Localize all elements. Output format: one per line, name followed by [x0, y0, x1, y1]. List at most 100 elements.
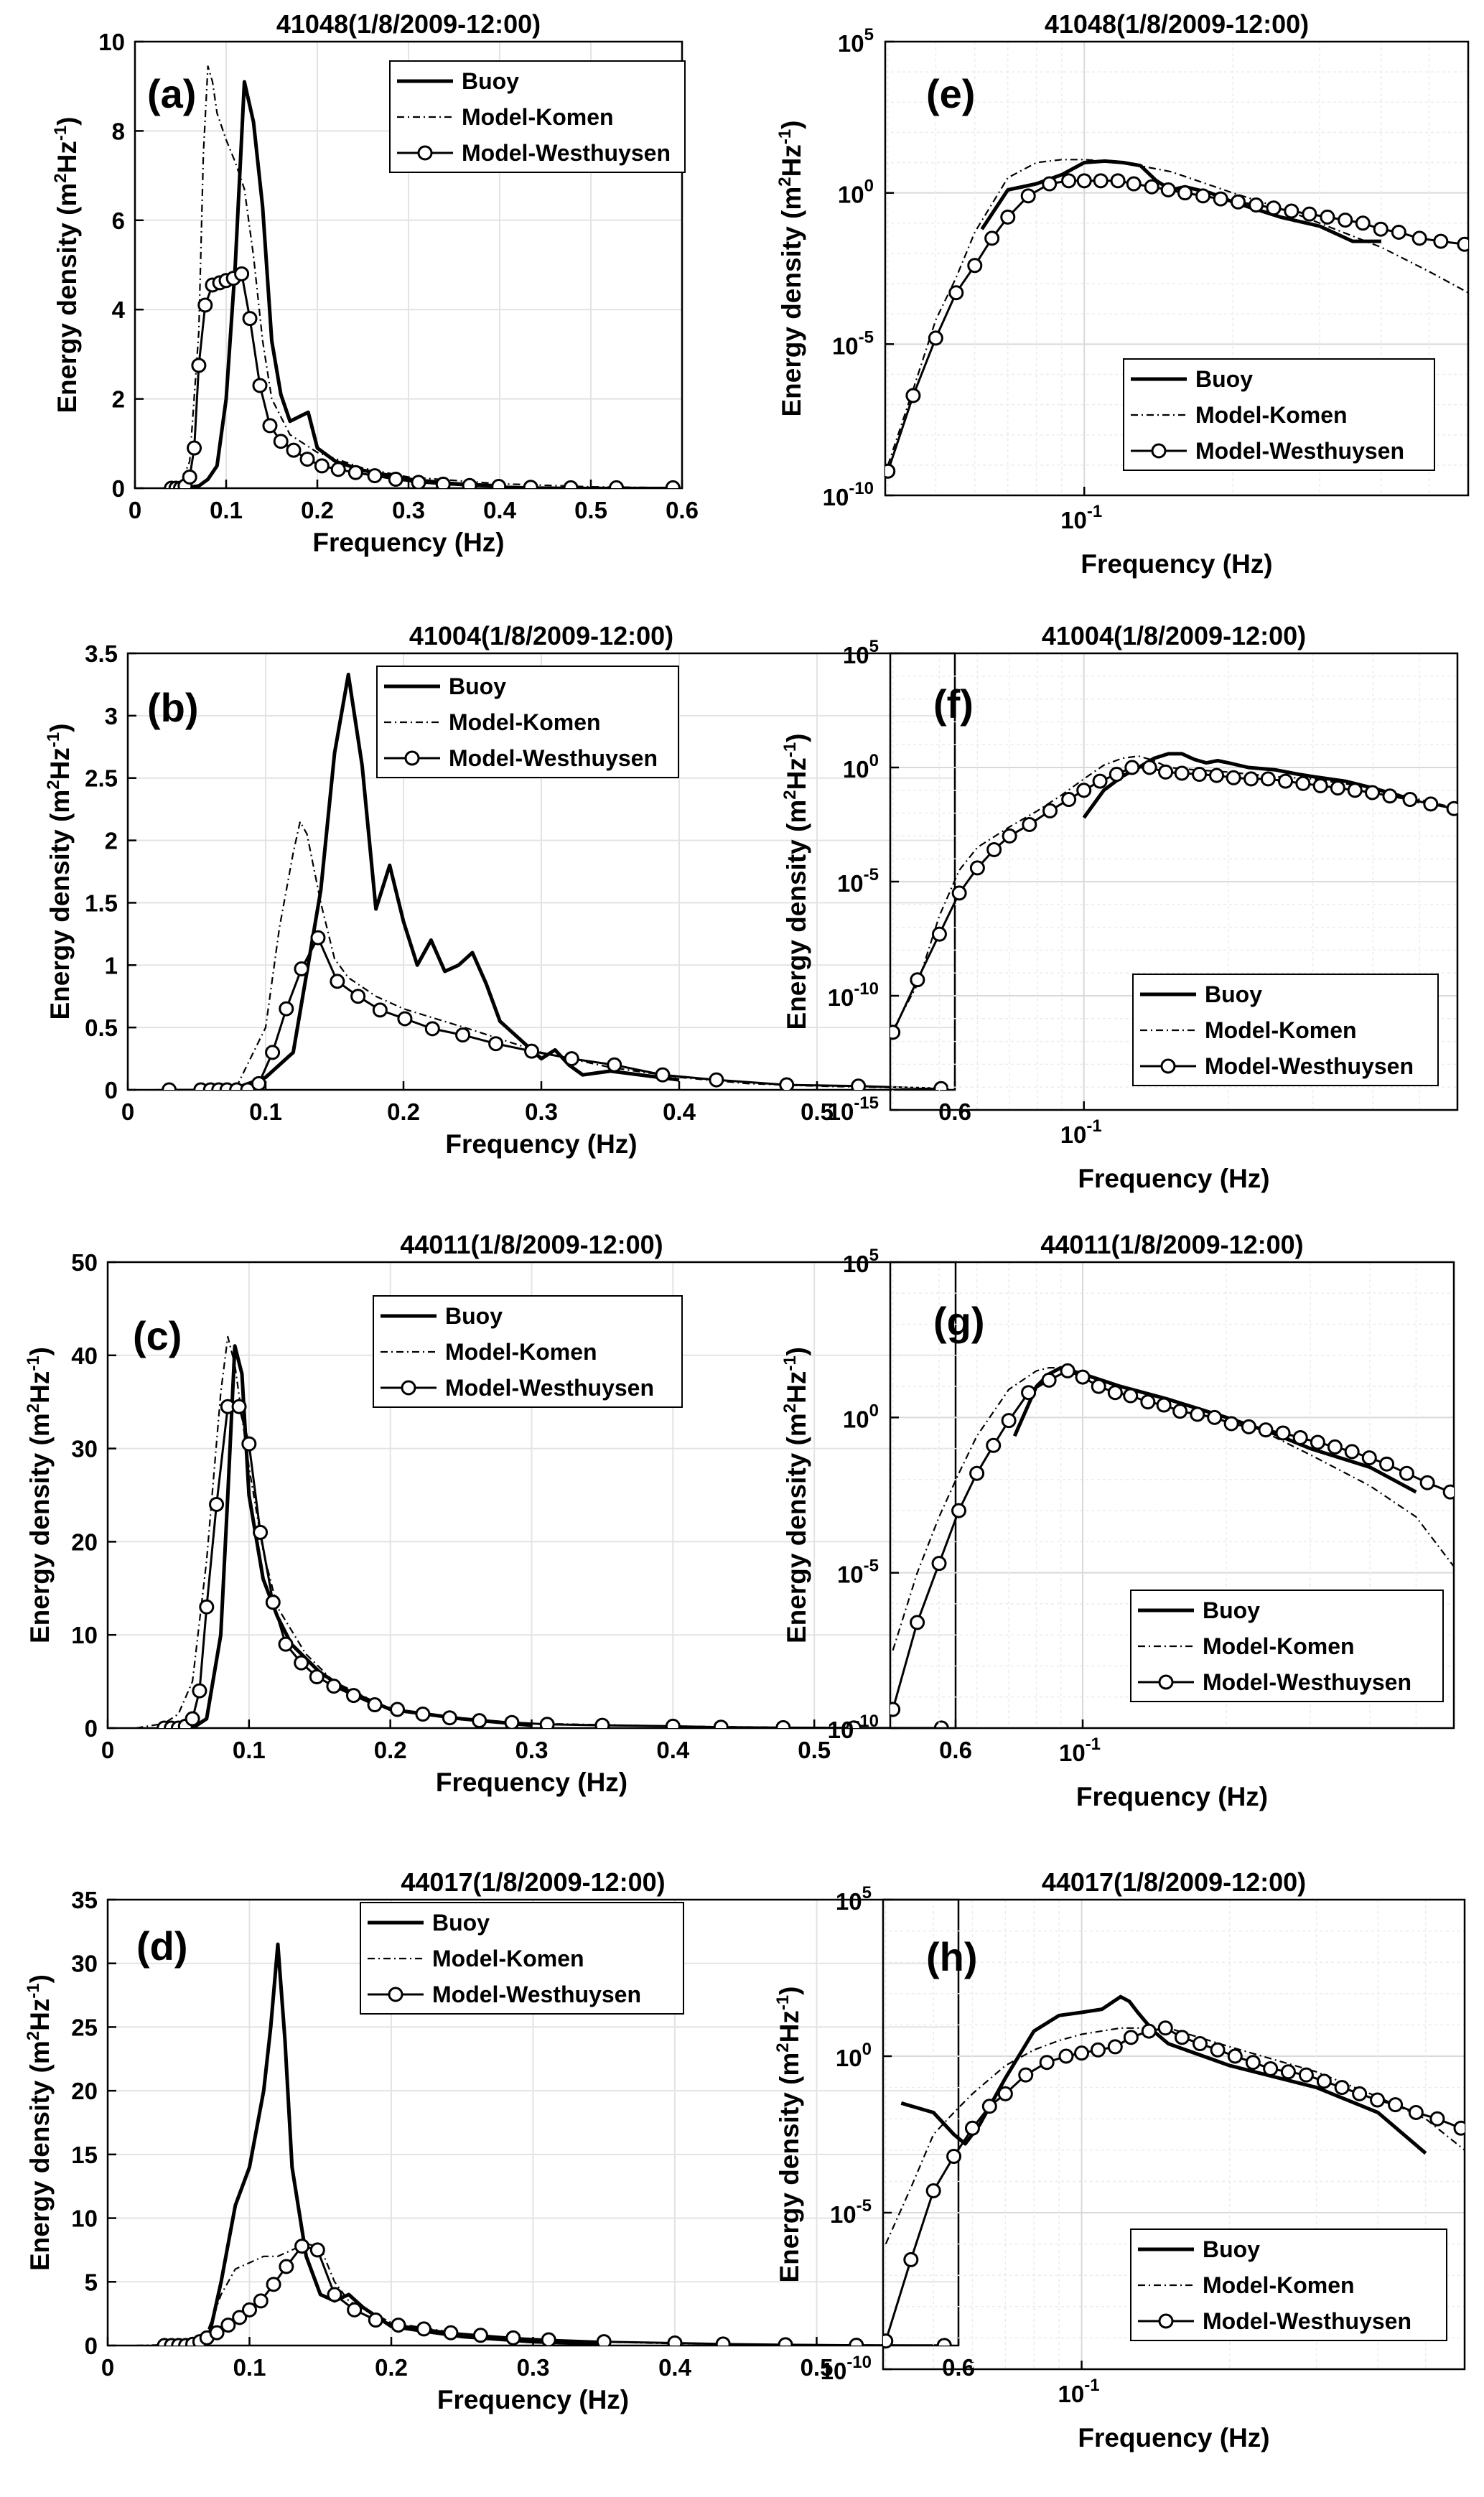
data-point	[946, 2149, 962, 2165]
y-tick-label: 40	[71, 1343, 98, 1369]
y-axis-label: Energy density (m2Hz-1)	[780, 733, 811, 1030]
data-point	[279, 2259, 294, 2274]
series-line-model-komen	[885, 2027, 1465, 2245]
x-tick-label: 0	[101, 1737, 114, 1763]
data-point	[1227, 2048, 1243, 2064]
y-tick-label: 20	[71, 2078, 98, 2104]
x-axis-label: Frequency (Hz)	[1078, 1164, 1269, 1193]
data-point	[232, 2310, 248, 2325]
y-tick-label: 10-10	[821, 2353, 872, 2384]
data-point	[846, 1720, 862, 1728]
x-axis-label: Frequency (Hz)	[1081, 549, 1272, 579]
chart-panel-c: 0 0.1 0.2 0.3 0.4 0.5 0.6 0 10 20 30 40 50 44011(1/8/…	[24, 1230, 972, 1797]
x-tick-label: 0.4	[483, 497, 517, 523]
y-tick-label: 10-10	[828, 1712, 879, 1743]
data-point	[1457, 236, 1468, 252]
y-tick-label: 15	[71, 2142, 98, 2168]
legend-label: Model-Komen	[462, 104, 614, 130]
data-point	[345, 1688, 361, 1704]
series-group	[883, 1994, 1465, 2349]
data-point	[1126, 176, 1142, 192]
data-point	[209, 2325, 225, 2340]
legend-label: Model-Komen	[445, 1339, 597, 1365]
y-tick-label: 6	[112, 207, 125, 234]
y-tick-label: 105	[843, 1246, 879, 1277]
data-point	[416, 2321, 431, 2337]
data-point	[455, 1027, 471, 1043]
data-point	[265, 1595, 281, 1610]
x-tick-label: 0.1	[233, 2354, 266, 2381]
data-point	[251, 1075, 266, 1090]
data-point	[350, 989, 366, 1004]
data-point	[1295, 775, 1311, 791]
panel-label: (h)	[926, 1934, 978, 1979]
data-point	[273, 434, 289, 449]
data-point	[327, 2287, 342, 2302]
data-point	[197, 297, 213, 313]
y-tick-label: 10-5	[837, 1556, 879, 1588]
data-point	[442, 1710, 457, 1726]
chart-title: 44017(1/8/2009-12:00)	[1042, 1867, 1306, 1897]
data-point	[1260, 771, 1276, 787]
x-tick-label: 0.6	[939, 1737, 972, 1763]
data-point	[1298, 2067, 1314, 2083]
data-point	[253, 1524, 269, 1540]
data-point	[997, 2086, 1013, 2101]
data-point	[1223, 1416, 1239, 1432]
chart-title: 44017(1/8/2009-12:00)	[401, 1867, 665, 1897]
panel-label: (a)	[147, 71, 196, 116]
data-point	[162, 1082, 177, 1090]
y-tick-label: 0.5	[85, 1014, 118, 1041]
data-point	[1249, 197, 1264, 213]
data-point	[185, 1711, 200, 1727]
data-point	[415, 1707, 431, 1722]
legend-marker	[1151, 443, 1167, 459]
data-point	[309, 1669, 325, 1685]
data-point	[231, 1399, 247, 1414]
data-point	[713, 1719, 729, 1728]
y-tick-label: 10	[98, 29, 125, 55]
legend-label: Model-Komen	[1203, 2272, 1355, 2298]
x-axis-label: Frequency (Hz)	[312, 528, 504, 557]
x-tick-label: 0.2	[301, 497, 334, 523]
x-axis-label: Frequency (Hz)	[437, 2385, 629, 2414]
data-point	[1075, 1369, 1091, 1385]
data-point	[925, 2183, 941, 2198]
panel-label: (e)	[926, 71, 975, 116]
data-point	[1156, 1397, 1172, 1413]
data-point	[1022, 817, 1037, 832]
data-point	[1312, 778, 1328, 793]
data-point	[948, 285, 964, 301]
data-point	[1429, 2111, 1445, 2127]
ticks: 10-10 10-5 100 105 10-1	[823, 25, 1103, 533]
x-tick-label: 0.6	[938, 1098, 971, 1125]
data-point	[951, 885, 967, 901]
data-point	[1365, 785, 1381, 801]
y-tick-label: 3	[105, 703, 118, 729]
data-point	[367, 1697, 383, 1713]
series-line-model-westhuysen	[164, 1405, 942, 1728]
data-point	[1144, 179, 1159, 195]
chart-title: 41004(1/8/2009-12:00)	[409, 621, 673, 650]
data-point	[388, 472, 403, 487]
data-point	[199, 1599, 215, 1615]
data-point	[967, 258, 983, 274]
data-point	[266, 2277, 281, 2292]
y-axis-label: Energy density (m2Hz-1)	[24, 1347, 55, 1643]
data-point	[885, 463, 896, 479]
legend: Buoy Model-Komen Model-Westhuysen	[360, 1902, 684, 2015]
data-point	[242, 2302, 257, 2318]
data-point	[294, 1655, 309, 1671]
y-tick-label: 3.5	[85, 640, 118, 667]
chart-title: 44011(1/8/2009-12:00)	[1040, 1230, 1303, 1259]
data-point	[1107, 1385, 1123, 1401]
x-tick-label: 0.5	[801, 1098, 834, 1125]
legend: Buoy Model-Komen Model-Westhuysen	[389, 60, 686, 173]
legend-label: Model-Westhuysen	[445, 1375, 654, 1401]
x-tick-label: 0.3	[525, 1098, 558, 1125]
data-point	[310, 930, 326, 946]
data-point	[883, 2333, 894, 2349]
y-tick-label: 8	[112, 118, 125, 144]
data-point	[709, 1072, 724, 1088]
data-point	[1042, 803, 1058, 818]
